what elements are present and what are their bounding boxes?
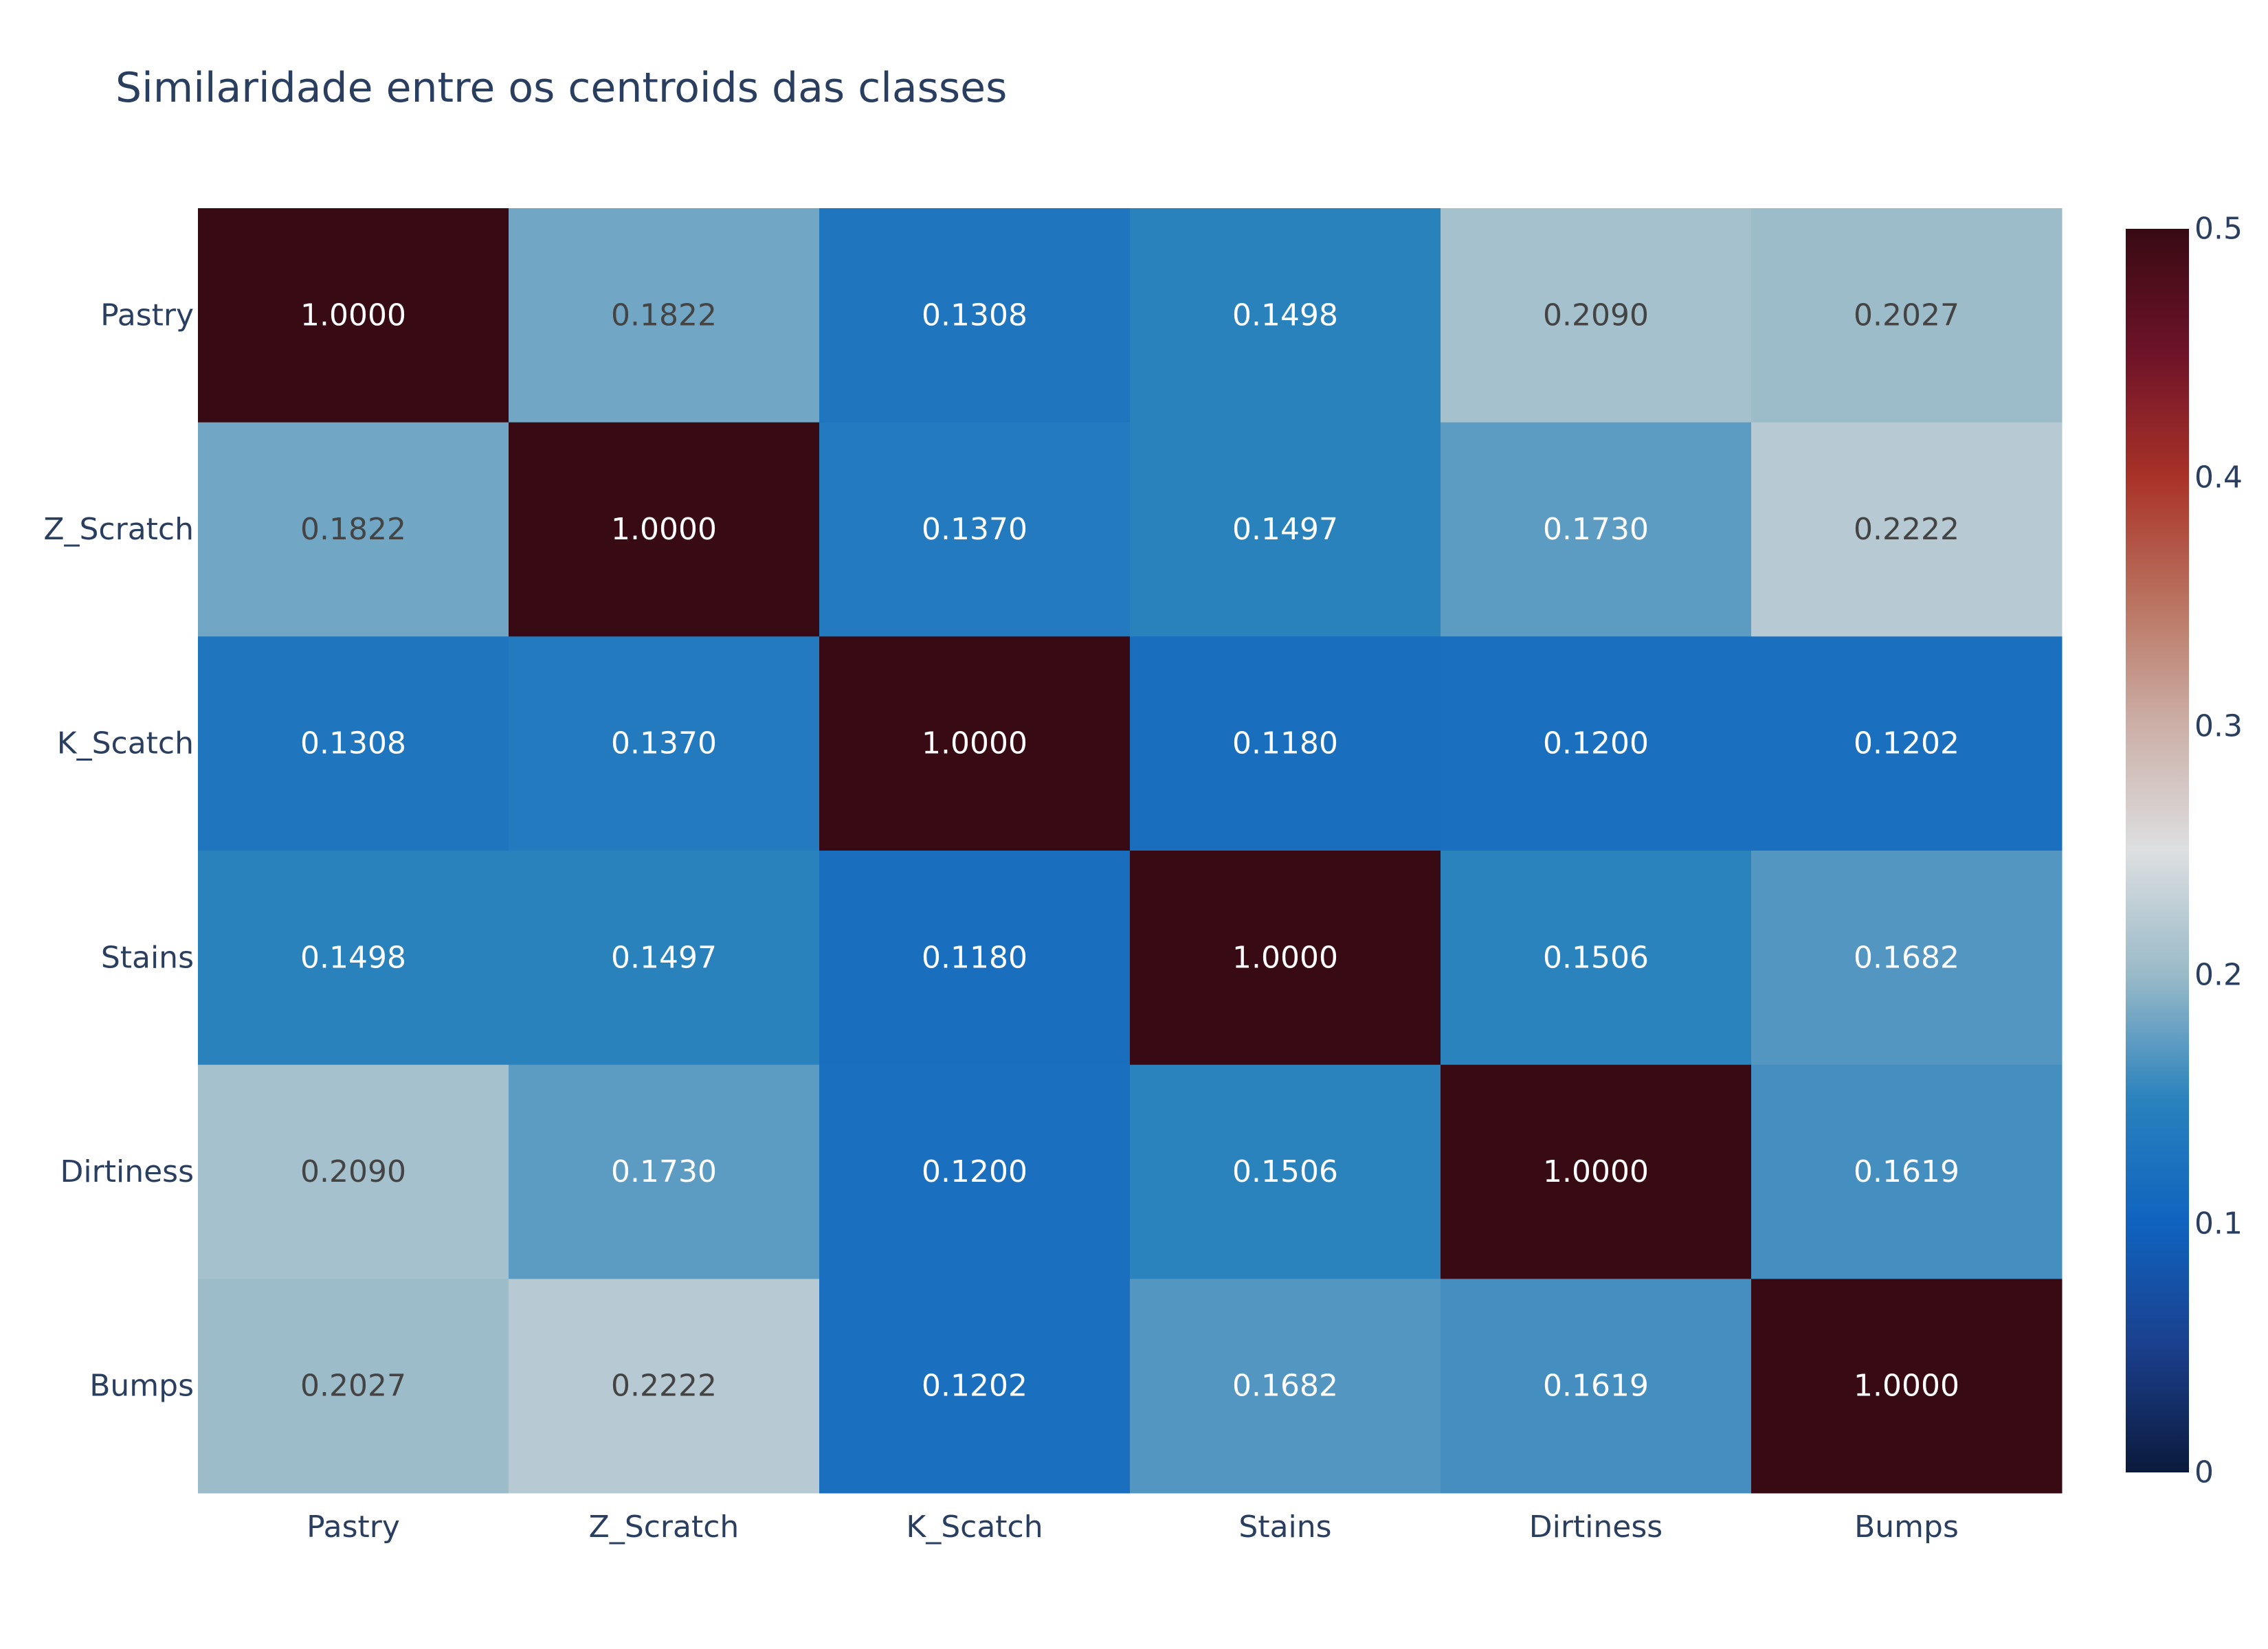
y-tick-label: Z_Scratch [43, 512, 194, 547]
heatmap-cell [819, 422, 1131, 637]
heatmap-cell [819, 1064, 1131, 1279]
heatmap-cell-value: 0.1506 [1543, 940, 1649, 975]
y-tick-label: Bumps [89, 1369, 194, 1404]
heatmap-cell [198, 851, 509, 1066]
heatmap-cell-value: 0.1682 [1854, 940, 1959, 975]
y-tick-label: Dirtiness [60, 1154, 194, 1189]
heatmap-cell [509, 636, 820, 851]
heatmap-cell [1751, 1279, 2063, 1494]
heatmap-cell [1751, 208, 2063, 423]
heatmap-cell [1751, 636, 2063, 851]
heatmap-cell-value: 0.1497 [611, 940, 717, 975]
heatmap-cell-value: 0.1180 [1232, 726, 1338, 761]
heatmap-cell-value: 0.1822 [300, 512, 406, 547]
x-tick-label: Z_Scratch [589, 1510, 740, 1545]
heatmap-cell-value: 0.1498 [1232, 298, 1338, 333]
x-axis-tick-labels: Pastry Z_Scratch K_Scatch Stains Dirtiness Bu… [307, 1510, 1959, 1545]
heatmap-cell-value: 0.1619 [1543, 1369, 1649, 1404]
heatmap-cell [509, 851, 820, 1066]
chart-title: Similaridade entre os centroids das clas… [115, 64, 1007, 112]
heatmap-cell [1441, 422, 1752, 637]
heatmap-cell [819, 851, 1131, 1066]
heatmap-cell [819, 636, 1131, 851]
colorbar-tick-label: 0.5 [2194, 212, 2243, 247]
heatmap-cell-value: 1.0000 [1854, 1369, 1959, 1404]
heatmap-cells [198, 208, 2063, 1494]
heatmap-cell-value: 0.1498 [300, 940, 406, 975]
heatmap-cell [198, 1279, 509, 1494]
heatmap-cell-value: 1.0000 [611, 512, 717, 547]
heatmap-cell-labels: 1.0000 0.1822 0.1308 0.1498 0.2090 0.2027 0.18… [300, 298, 1959, 1403]
colorbar-tick-label: 0 [2194, 1455, 2214, 1490]
heatmap-cell-value: 0.2027 [300, 1369, 406, 1404]
heatmap-cell-value: 1.0000 [300, 298, 406, 333]
heatmap-cell [1751, 422, 2063, 637]
heatmap-cell-value: 0.1202 [1854, 726, 1959, 761]
heatmap-cell-value: 0.1497 [1232, 512, 1338, 547]
heatmap-cell-value: 0.1200 [1543, 726, 1649, 761]
heatmap-cell [1130, 1064, 1441, 1279]
x-tick-label: Pastry [307, 1510, 400, 1545]
heatmap-cell-value: 0.2090 [300, 1154, 406, 1189]
heatmap-cell-value: 0.1506 [1232, 1154, 1338, 1189]
heatmap-cell-value: 0.1308 [922, 298, 1027, 333]
heatmap-cell [1441, 1279, 1752, 1494]
heatmap-cell-value: 0.1308 [300, 726, 406, 761]
heatmap-cell [198, 636, 509, 851]
heatmap-cell [509, 208, 820, 423]
heatmap-cell-value: 1.0000 [922, 726, 1027, 761]
heatmap-cell [1441, 1064, 1752, 1279]
heatmap-cell [1130, 636, 1441, 851]
heatmap-cell-value: 0.1370 [611, 726, 717, 761]
heatmap-cell-value: 0.1730 [611, 1154, 717, 1189]
heatmap-cell-value: 0.1370 [922, 512, 1027, 547]
y-tick-label: Pastry [100, 298, 194, 333]
heatmap-cell [1130, 851, 1441, 1066]
x-tick-label: K_Scatch [906, 1510, 1043, 1545]
x-tick-label: Dirtiness [1529, 1510, 1663, 1545]
heatmap-cell [1130, 422, 1441, 637]
heatmap-cell-value: 0.2090 [1543, 298, 1649, 333]
colorbar-tick-label: 0.1 [2194, 1207, 2243, 1242]
heatmap-cell [1751, 1064, 2063, 1279]
heatmap-cell [198, 1064, 509, 1279]
heatmap-cell [1441, 636, 1752, 851]
colorbar: 0 0.1 0.2 0.3 0.4 0.5 [2126, 212, 2243, 1490]
heatmap-cell-value: 0.1822 [611, 298, 717, 333]
heatmap-cell [198, 422, 509, 637]
colorbar-tick-label: 0.4 [2194, 460, 2243, 495]
heatmap-cell [1130, 1279, 1441, 1494]
colorbar-tick-label: 0.3 [2194, 709, 2243, 744]
x-tick-label: Stains [1238, 1510, 1331, 1545]
heatmap-cell [1441, 208, 1752, 423]
heatmap-cell [1751, 851, 2063, 1066]
heatmap-cell-value: 0.1202 [922, 1369, 1027, 1404]
heatmap-cell [819, 208, 1131, 423]
x-tick-label: Bumps [1854, 1510, 1959, 1545]
heatmap-cell-value: 1.0000 [1543, 1154, 1649, 1189]
heatmap-cell-value: 0.2222 [611, 1369, 717, 1404]
heatmap-cell [509, 1064, 820, 1279]
heatmap-cell [1441, 851, 1752, 1066]
heatmap-cell [509, 1279, 820, 1494]
heatmap-cell [1130, 208, 1441, 423]
y-tick-label: Stains [101, 940, 194, 975]
heatmap-cell-value: 0.2222 [1854, 512, 1959, 547]
colorbar-tick-label: 0.2 [2194, 958, 2243, 993]
heatmap-cell [198, 208, 509, 423]
y-tick-label: K_Scatch [57, 726, 194, 761]
heatmap-cell-value: 0.2027 [1854, 298, 1959, 333]
heatmap-cell-value: 0.1682 [1232, 1369, 1338, 1404]
heatmap-cell [509, 422, 820, 637]
colorbar-gradient [2126, 229, 2189, 1472]
y-axis-tick-labels: Pastry Z_Scratch K_Scatch Stains Dirtiness Bu… [43, 298, 194, 1403]
heatmap-cell [819, 1279, 1131, 1494]
heatmap-cell-value: 0.1619 [1854, 1154, 1959, 1189]
heatmap-cell-value: 1.0000 [1232, 940, 1338, 975]
heatmap-cell-value: 0.1200 [922, 1154, 1027, 1189]
heatmap-cell-value: 0.1730 [1543, 512, 1649, 547]
heatmap-cell-value: 0.1180 [922, 940, 1027, 975]
